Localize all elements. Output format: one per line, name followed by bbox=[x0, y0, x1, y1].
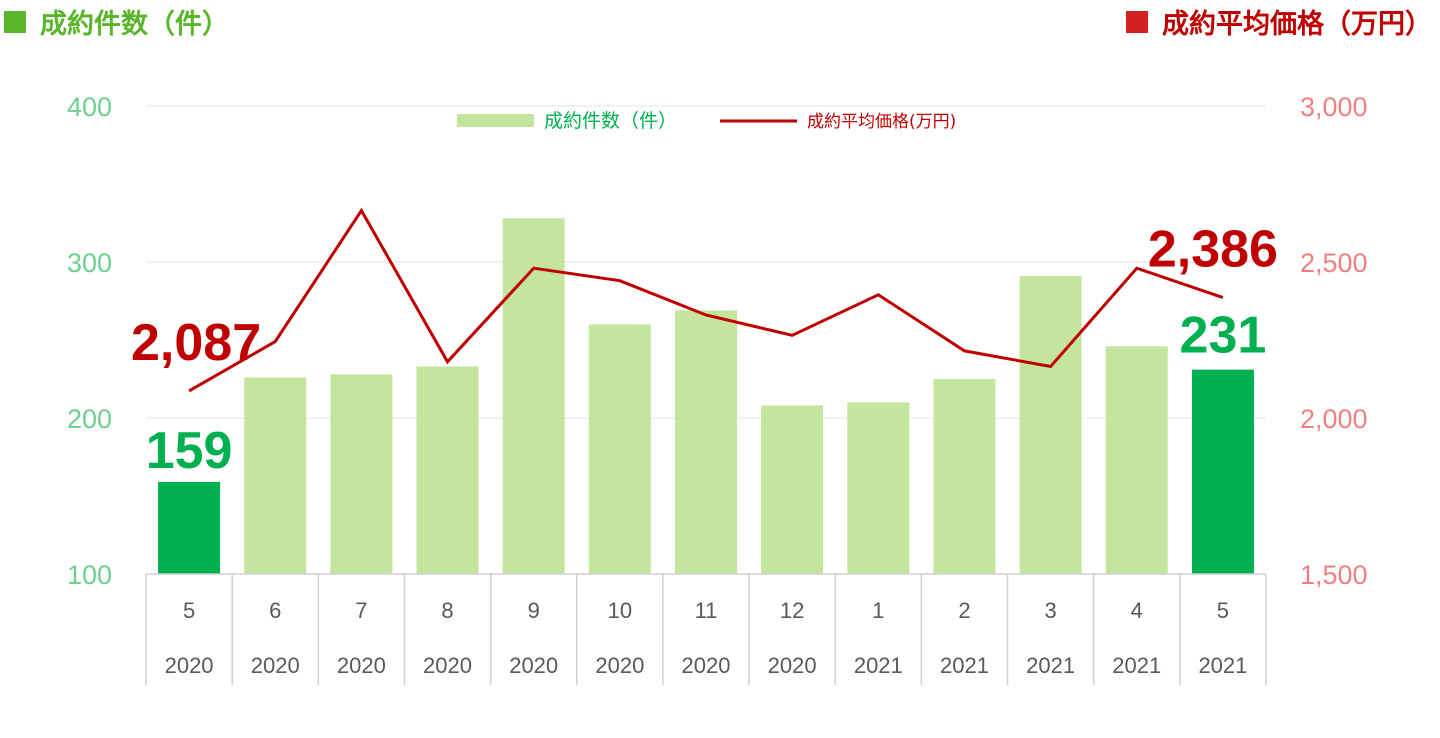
bar bbox=[244, 377, 307, 574]
month-tick-label: 6 bbox=[269, 598, 281, 623]
bar bbox=[847, 402, 910, 574]
bar bbox=[1191, 369, 1254, 574]
right-tick-label: 2,000 bbox=[1300, 404, 1368, 434]
month-tick-label: 1 bbox=[872, 598, 884, 623]
left-axis-title: 成約件数（件） bbox=[40, 9, 229, 40]
month-tick-label: 9 bbox=[528, 598, 540, 623]
count-label-last: 231 bbox=[1180, 307, 1267, 365]
right-tick-label: 2,500 bbox=[1300, 248, 1368, 278]
data-labels: 159 231 2,087 2,386 bbox=[131, 221, 1278, 480]
price-label-last: 2,386 bbox=[1148, 221, 1278, 279]
year-tick-label: 2020 bbox=[423, 653, 472, 678]
bar bbox=[761, 405, 824, 574]
right-axis-header: 成約平均価格（万円） bbox=[1126, 2, 1432, 41]
right-axis-title: 成約平均価格（万円） bbox=[1162, 9, 1432, 40]
year-tick-label: 2020 bbox=[768, 653, 817, 678]
month-tick-label: 4 bbox=[1131, 598, 1143, 623]
left-tick-label: 100 bbox=[67, 560, 112, 590]
count-label-first: 159 bbox=[146, 422, 233, 480]
month-tick-label: 12 bbox=[780, 598, 804, 623]
right-tick-label: 1,500 bbox=[1300, 560, 1368, 590]
legend-bar-label: 成約件数（件） bbox=[544, 110, 677, 132]
price-line bbox=[188, 207, 1224, 393]
line-series bbox=[188, 207, 1224, 393]
price-label-first: 2,087 bbox=[131, 314, 261, 372]
bar-series bbox=[158, 218, 1254, 574]
year-tick-label: 2020 bbox=[337, 653, 386, 678]
left-tick-label: 200 bbox=[67, 404, 112, 434]
left-tick-label: 300 bbox=[67, 248, 112, 278]
line-legend-square bbox=[1126, 10, 1148, 33]
year-tick-label: 2020 bbox=[251, 653, 300, 678]
month-tick-label: 10 bbox=[608, 598, 632, 623]
bar bbox=[1105, 346, 1168, 574]
month-tick-label: 3 bbox=[1044, 598, 1056, 623]
chart-legend: 成約件数（件） 成約平均価格(万円) bbox=[457, 110, 956, 132]
year-tick-label: 2021 bbox=[854, 653, 903, 678]
bar bbox=[158, 481, 221, 574]
bar bbox=[588, 324, 651, 574]
year-tick-label: 2021 bbox=[1026, 653, 1075, 678]
year-tick-label: 2020 bbox=[165, 653, 214, 678]
year-tick-label: 2020 bbox=[509, 653, 558, 678]
bar bbox=[933, 379, 996, 574]
bar bbox=[675, 310, 737, 574]
bar-legend-square bbox=[4, 10, 26, 33]
bar bbox=[1019, 276, 1082, 574]
legend-line-label: 成約平均価格(万円) bbox=[807, 112, 956, 132]
bar bbox=[502, 218, 565, 574]
month-tick-label: 2 bbox=[958, 598, 970, 623]
month-tick-label: 8 bbox=[441, 598, 453, 623]
year-tick-label: 2021 bbox=[940, 653, 989, 678]
month-tick-label: 5 bbox=[1217, 598, 1229, 623]
year-tick-label: 2021 bbox=[1198, 653, 1247, 678]
month-tick-label: 5 bbox=[183, 598, 195, 623]
month-tick-label: 11 bbox=[695, 598, 718, 623]
left-axis-header: 成約件数（件） bbox=[4, 2, 229, 41]
axes: 5202062020720208202092020102020112020122… bbox=[67, 92, 1368, 685]
bar bbox=[330, 374, 393, 574]
year-tick-label: 2021 bbox=[1112, 653, 1161, 678]
legend-bar-swatch bbox=[457, 114, 534, 127]
left-tick-label: 400 bbox=[67, 92, 112, 122]
year-tick-label: 2020 bbox=[595, 653, 644, 678]
month-tick-label: 7 bbox=[355, 598, 367, 623]
right-tick-label: 3,000 bbox=[1300, 92, 1368, 122]
year-tick-label: 2020 bbox=[682, 653, 731, 678]
bar bbox=[416, 366, 479, 574]
